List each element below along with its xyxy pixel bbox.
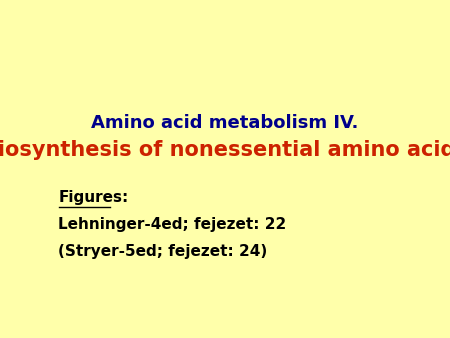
Text: Lehninger-4ed; fejezet: 22: Lehninger-4ed; fejezet: 22 [58,217,287,232]
Text: Biosynthesis of nonessential amino acids: Biosynthesis of nonessential amino acids [0,140,450,161]
Text: Figures:: Figures: [58,190,129,205]
Text: (Stryer-5ed; fejezet: 24): (Stryer-5ed; fejezet: 24) [58,244,268,259]
Text: Amino acid metabolism IV.: Amino acid metabolism IV. [91,114,359,132]
